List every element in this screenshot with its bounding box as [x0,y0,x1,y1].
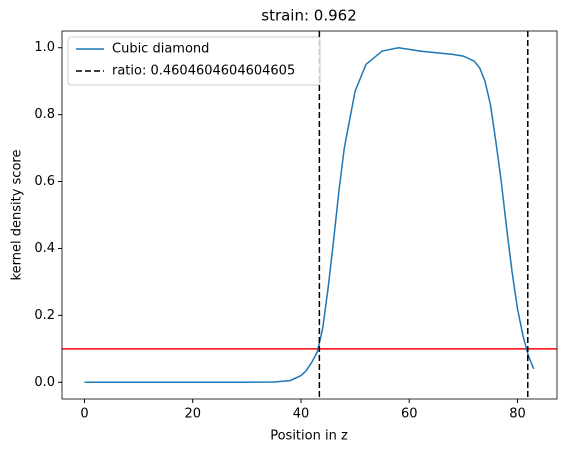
y-tick-label: 0.4 [34,241,55,256]
legend-label: ratio: 0.4604604604604605 [112,64,295,79]
y-tick-label: 0.0 [34,375,55,390]
y-axis-label: kernel density score [10,150,25,281]
legend-label: Cubic diamond [112,42,209,57]
x-tick-label: 40 [293,407,310,422]
y-tick-label: 1.0 [34,40,55,55]
y-tick-label: 0.2 [34,308,55,323]
line-series [84,46,535,384]
y-tick-label: 0.8 [34,107,55,122]
x-tick-label: 0 [80,407,88,422]
plot-frame [61,30,558,400]
y-tick-label: 0.6 [34,174,55,189]
x-axis-label: Position in z [270,429,348,444]
x-tick-label: 80 [509,407,526,422]
x-tick-label: 20 [184,407,201,422]
legend-box [67,36,321,86]
chart-title: strain: 0.962 [261,7,357,25]
x-tick-label: 60 [401,407,418,422]
